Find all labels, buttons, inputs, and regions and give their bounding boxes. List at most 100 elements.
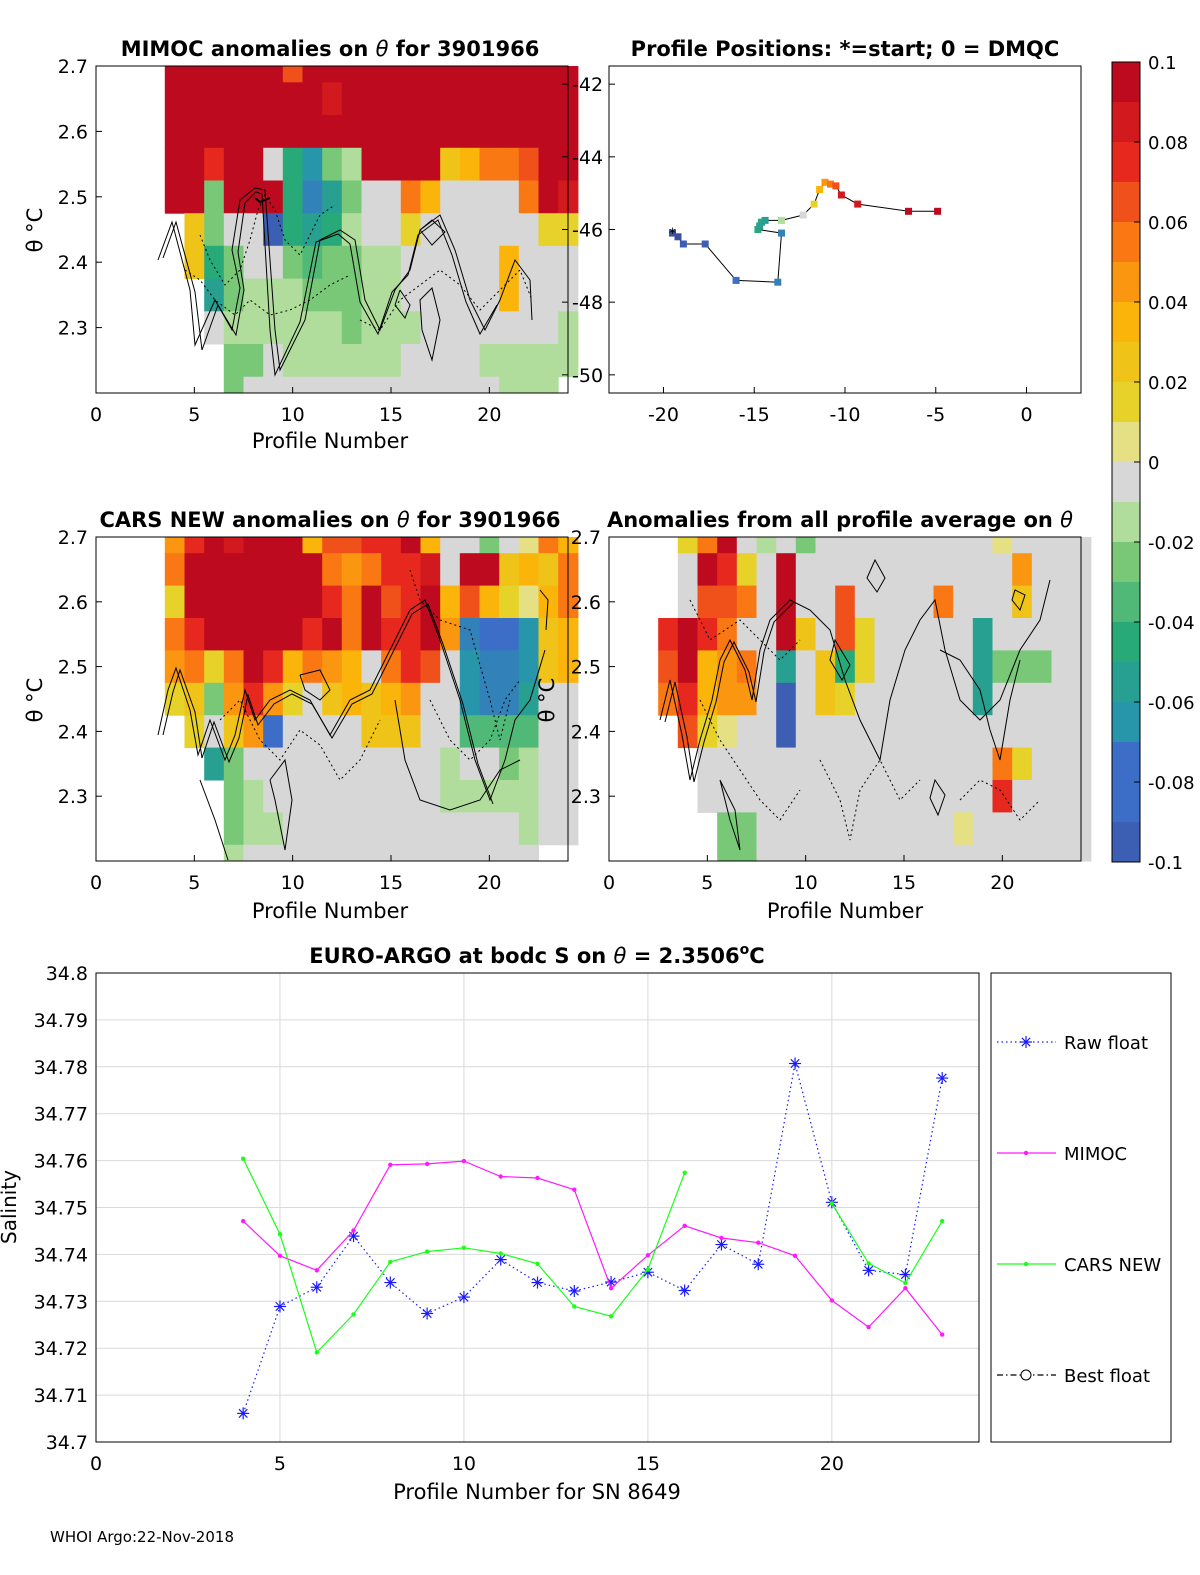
x-tick-label: 0 — [90, 872, 102, 894]
mimoc-title: MIMOC anomalies on θ for 3901966 — [121, 37, 540, 61]
heatmap-cell — [184, 180, 205, 214]
heatmap-cell — [361, 682, 382, 716]
heatmap-cell — [459, 585, 480, 619]
heatmap-cell — [933, 844, 954, 862]
heatmap-cell — [1012, 747, 1033, 781]
cars-title: CARS NEW anomalies on θ for 3901966 — [99, 508, 560, 532]
heatmap-cell — [499, 812, 520, 846]
y-tick-label: 2.3 — [58, 786, 88, 808]
heatmap-cell — [440, 66, 461, 83]
profile-position-marker — [827, 180, 834, 188]
heatmap-cell — [420, 376, 441, 394]
heatmap-cell — [1031, 844, 1052, 862]
series-marker — [608, 1286, 614, 1291]
heatmap-cell — [459, 812, 480, 846]
heatmap-cell — [459, 682, 480, 716]
profile-avg-xlabel: Profile Number — [767, 899, 924, 923]
heatmap-cell — [440, 180, 461, 214]
heatmap-cell — [913, 553, 934, 587]
profile-avg-ylabel: θ °C — [535, 678, 559, 723]
heatmap-cell — [184, 618, 205, 651]
heatmap-cell — [972, 553, 993, 587]
y-tick-label: 34.79 — [34, 1010, 88, 1032]
heatmap-cell — [756, 780, 777, 813]
colorbar-cell — [1112, 822, 1140, 863]
series-marker — [608, 1314, 614, 1319]
heatmap-cell — [263, 650, 284, 684]
heatmap-cell — [282, 245, 303, 279]
heatmap-cell — [717, 715, 738, 749]
profile-position-marker — [821, 178, 829, 186]
heatmap-cell — [835, 553, 856, 587]
x-tick-label: 5 — [701, 872, 713, 894]
heatmap-cell — [894, 618, 915, 651]
heatmap-cell — [1051, 747, 1072, 781]
heatmap-cell — [459, 278, 480, 312]
heatmap-cell — [164, 553, 185, 587]
heatmap-cell — [933, 747, 954, 781]
heatmap-cell — [1031, 553, 1052, 587]
heatmap-cell — [243, 147, 264, 181]
colorbar-tick-label: -0.02 — [1148, 533, 1195, 554]
heatmap-cell — [243, 278, 264, 312]
y-tick-label: 34.73 — [34, 1291, 88, 1313]
heatmap-cell — [972, 682, 993, 716]
heatmap-cell — [440, 780, 461, 813]
heatmap-cell — [756, 747, 777, 781]
raw-float-marker — [568, 1284, 581, 1297]
heatmap-cell — [243, 82, 264, 116]
track-points: * — [669, 178, 942, 286]
series-marker — [645, 1253, 651, 1258]
heatmap-cell — [282, 585, 303, 619]
heatmap-cell — [499, 344, 520, 378]
heatmap-cell — [717, 553, 738, 587]
profile-position-marker — [810, 200, 818, 208]
heatmap-cell — [302, 147, 323, 181]
heatmap-cell — [459, 553, 480, 587]
heatmap-cell — [459, 747, 480, 781]
heatmap-cell — [697, 553, 718, 587]
heatmap-cell — [1012, 553, 1033, 587]
profile-position-marker — [679, 240, 687, 248]
x-tick-label: 20 — [820, 1453, 844, 1475]
legend-item: Raw float — [997, 1033, 1148, 1054]
heatmap-cell — [223, 245, 244, 279]
heatmap-cell — [835, 747, 856, 781]
heatmap-cell — [400, 180, 421, 214]
heatmap-cell — [795, 715, 816, 749]
heatmap-cell — [381, 115, 402, 149]
heatmap-cell — [243, 618, 264, 651]
x-tick-label: 5 — [188, 404, 200, 426]
profile-position-marker — [934, 207, 942, 215]
heatmap-cell — [322, 376, 343, 394]
heatmap-cell — [972, 780, 993, 813]
cars-xtick-labels: 0 5 10 15 20 — [90, 855, 501, 894]
heatmap-cell — [420, 682, 441, 716]
heatmap-cell — [518, 147, 539, 181]
heatmap-cell — [776, 585, 797, 619]
heatmap-cell — [341, 311, 362, 345]
heatmap-cell — [677, 682, 698, 716]
heatmap-cell — [263, 245, 284, 279]
heatmap-cell — [381, 650, 402, 684]
heatmap-cell — [243, 344, 264, 378]
heatmap-cell — [322, 553, 343, 587]
heatmap-cell — [1031, 682, 1052, 716]
heatmap-cell — [894, 553, 915, 587]
heatmap-cell — [440, 115, 461, 149]
x-tick-label: 0 — [1020, 404, 1032, 426]
heatmap-cell — [953, 715, 974, 749]
heatmap-cell — [538, 537, 559, 554]
heatmap-cell — [518, 66, 539, 83]
series-marker — [535, 1261, 540, 1267]
x-tick-label: 10 — [794, 872, 818, 894]
heatmap-cell — [933, 585, 954, 619]
heatmap-cell — [479, 553, 500, 587]
heatmap-cell — [302, 553, 323, 587]
heatmap-cell — [874, 747, 895, 781]
legend-item: CARS NEW — [997, 1255, 1161, 1276]
heatmap-cell — [381, 715, 402, 749]
heatmap-cell — [795, 537, 816, 554]
positions-xtick-labels: -20 -15 -10 -5 0 — [648, 387, 1033, 426]
colorbar-tick-label: 0.1 — [1148, 53, 1177, 74]
